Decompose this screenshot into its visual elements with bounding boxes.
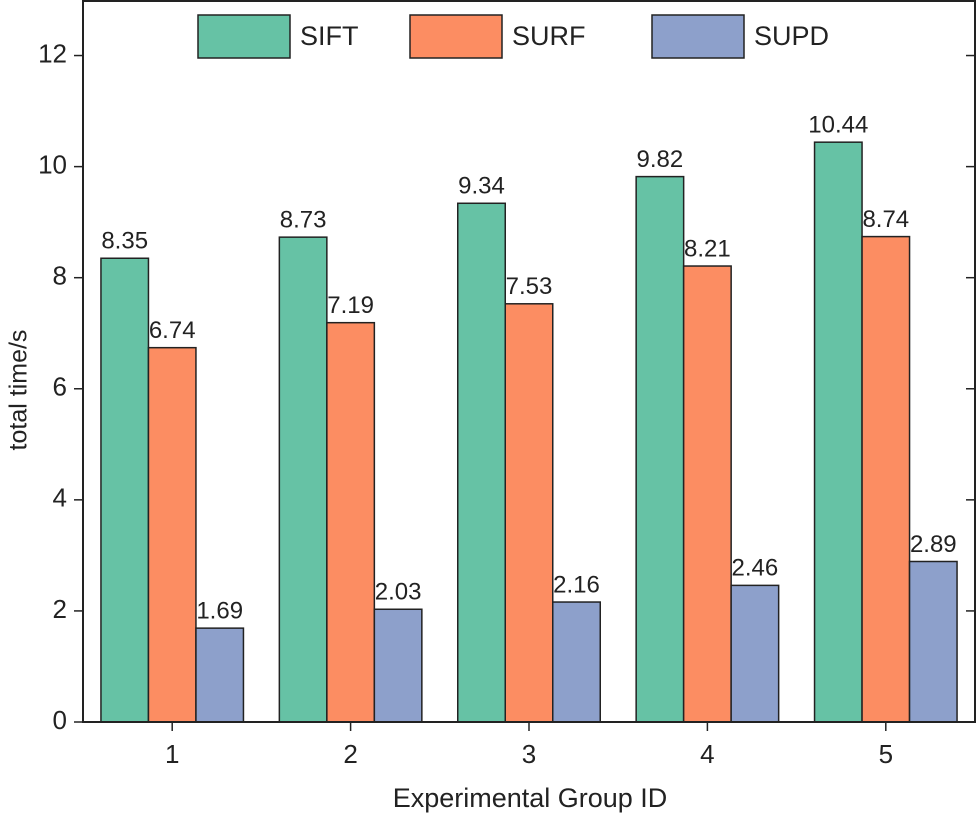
bar	[635, 175, 685, 723]
bar	[326, 321, 376, 723]
legend-label: SURF	[512, 21, 586, 51]
legend-swatch	[409, 14, 503, 59]
bar	[100, 257, 150, 723]
value-label: 2.89	[910, 531, 957, 558]
bar	[278, 236, 328, 723]
bar	[373, 608, 423, 723]
bar	[552, 601, 601, 723]
value-label: 8.21	[684, 235, 731, 262]
value-label: 8.35	[101, 228, 148, 255]
x-tick-label: 5	[879, 739, 893, 769]
x-tick-label: 4	[700, 739, 714, 769]
x-axis-label: Experimental Group ID	[393, 783, 668, 813]
bar	[457, 202, 506, 723]
value-label: 2.46	[732, 555, 779, 582]
bar	[682, 265, 732, 723]
x-tick-label: 1	[165, 739, 179, 769]
y-tick-label: 6	[53, 372, 67, 402]
bar	[813, 141, 863, 723]
bar	[147, 346, 197, 723]
legend-label: SUPD	[754, 21, 829, 51]
value-label: 1.69	[196, 597, 243, 624]
value-label: 2.03	[375, 579, 422, 606]
legend-swatch	[197, 14, 291, 59]
value-label: 9.82	[637, 146, 684, 173]
bar	[908, 560, 958, 723]
value-label: 6.74	[149, 317, 196, 344]
bar	[730, 584, 780, 723]
legend-label: SIFT	[300, 21, 359, 51]
value-label: 9.34	[458, 173, 505, 200]
value-label: 8.74	[862, 206, 909, 233]
bar	[195, 627, 245, 723]
value-label: 2.16	[553, 571, 600, 598]
value-label: 7.53	[506, 273, 553, 300]
x-tick-label: 2	[343, 739, 357, 769]
y-tick-label: 12	[38, 38, 67, 68]
bar	[504, 303, 554, 723]
legend-swatch	[651, 14, 745, 59]
value-label: 10.44	[808, 112, 868, 139]
y-tick-label: 10	[38, 149, 67, 179]
y-tick-label: 4	[53, 483, 67, 513]
plot-frame	[82, 0, 976, 723]
x-tick-label: 3	[522, 739, 536, 769]
y-tick-label: 8	[53, 261, 67, 291]
y-tick-label: 2	[53, 594, 67, 624]
y-axis-label: total time/s	[5, 330, 33, 451]
value-label: 7.19	[327, 292, 374, 319]
y-tick-label: 0	[53, 705, 67, 735]
bar	[861, 235, 911, 723]
value-label: 8.73	[280, 206, 327, 233]
